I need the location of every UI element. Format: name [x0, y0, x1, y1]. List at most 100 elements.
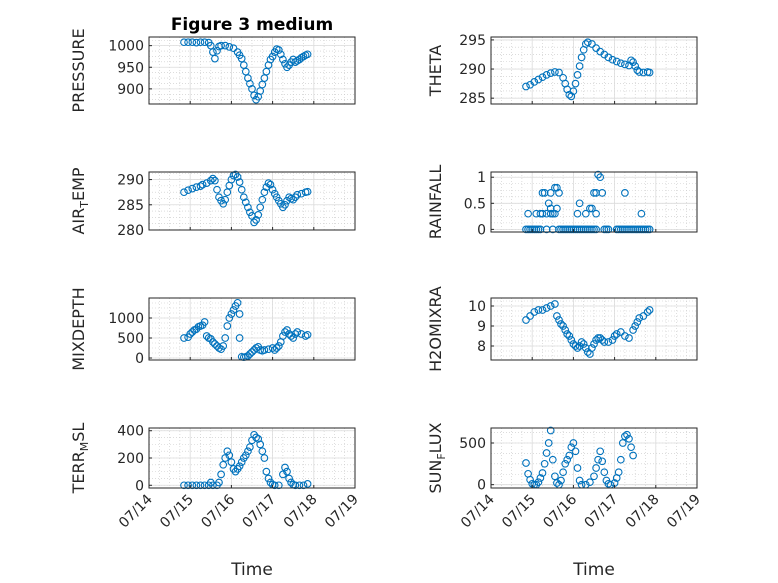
data-point — [569, 87, 578, 96]
data-point — [557, 320, 565, 328]
data-point — [219, 199, 228, 208]
data-point — [553, 183, 561, 192]
data-point — [256, 203, 265, 212]
data-point — [258, 195, 267, 204]
data-point — [237, 185, 246, 194]
data-point — [629, 326, 637, 334]
data-point — [272, 344, 281, 352]
data-point — [567, 92, 576, 101]
data-point — [588, 344, 596, 352]
subplot-1: 900 950 1000 PRESSURE — [69, 28, 356, 113]
data-point — [213, 46, 221, 55]
data-point — [544, 199, 553, 208]
data-point — [285, 474, 293, 483]
data-point — [200, 481, 209, 490]
data-point — [276, 50, 285, 59]
data-point — [538, 189, 547, 197]
subplot-2: 285 290 295 THETA — [426, 33, 698, 107]
subplot-6: 8 9 10 H2OMIXRA — [426, 286, 698, 372]
data-point — [588, 225, 596, 234]
x-axis-label-right: Time — [572, 560, 615, 580]
data-point — [551, 300, 559, 308]
axes-box — [490, 171, 698, 233]
data-point — [600, 468, 609, 477]
data-point — [289, 195, 298, 204]
data-point — [548, 455, 557, 464]
data-point — [565, 332, 574, 340]
y-axis-label-rest: EMP — [69, 167, 88, 201]
data-point — [618, 439, 627, 447]
data-point — [221, 41, 230, 50]
y-axis-label: THETA — [426, 45, 445, 97]
y-axis-label-main: MIXDEPTH — [69, 287, 88, 370]
y-axis-label-rest: LUX — [426, 422, 445, 453]
data-point — [563, 455, 572, 464]
data-point — [575, 476, 584, 485]
data-point — [542, 449, 551, 457]
data-point — [621, 60, 629, 69]
data-point — [590, 225, 598, 234]
data-point — [200, 318, 209, 326]
data-point — [229, 44, 238, 53]
y-tick-label: 900 — [117, 82, 144, 98]
data-point — [283, 467, 291, 476]
y-tick-label: 0 — [477, 478, 486, 494]
data-point — [604, 53, 613, 62]
data-point — [546, 69, 555, 77]
data-point — [596, 173, 605, 182]
data-point — [270, 346, 279, 354]
axes-box — [490, 36, 698, 105]
data-point — [559, 468, 567, 477]
y-axis-label: RAINFALL — [426, 165, 445, 240]
data-point — [542, 304, 551, 312]
data-point — [594, 334, 602, 342]
x-tick-label: 07/17 — [240, 492, 280, 532]
data-point — [590, 189, 598, 197]
axes-box — [148, 297, 356, 361]
y-tick-label: 500 — [117, 331, 144, 347]
data-point — [573, 209, 582, 218]
data-point — [274, 342, 283, 350]
data-point — [227, 310, 236, 318]
data-point — [188, 481, 197, 490]
data-point — [590, 472, 598, 481]
data-point — [579, 340, 588, 348]
y-axis-label: PRESSURE — [69, 28, 88, 112]
data-point — [200, 38, 209, 47]
data-point — [252, 216, 260, 224]
data-point — [631, 322, 640, 330]
y-axis-label-subscript: F — [435, 453, 448, 459]
data-point — [237, 458, 246, 466]
data-point — [239, 193, 248, 202]
data-point — [246, 443, 254, 451]
data-point — [244, 447, 252, 456]
data-point — [192, 38, 201, 47]
data-point — [596, 447, 605, 456]
y-tick-label: 10 — [468, 299, 486, 315]
data-point — [291, 481, 300, 490]
data-point — [180, 38, 188, 47]
data-point — [633, 318, 642, 326]
data-point — [221, 334, 230, 342]
data-point — [573, 71, 582, 79]
data-point — [557, 476, 565, 485]
data-point — [627, 56, 635, 65]
x-tick-label: 07/16 — [540, 491, 580, 531]
y-axis-label-main: THETA — [426, 45, 445, 97]
data-point — [641, 225, 650, 234]
data-point — [542, 71, 551, 79]
data-point — [590, 340, 598, 348]
data-point — [551, 472, 559, 481]
data-point — [608, 55, 617, 64]
data-point — [258, 447, 267, 456]
data-point — [565, 451, 574, 460]
data-point — [548, 209, 557, 218]
data-point — [635, 68, 644, 76]
data-point — [551, 209, 559, 218]
data-point — [291, 58, 300, 66]
y-axis-label-main: TERR — [69, 451, 88, 494]
data-point — [252, 433, 260, 442]
data-point — [561, 459, 570, 468]
data-point — [645, 68, 654, 77]
